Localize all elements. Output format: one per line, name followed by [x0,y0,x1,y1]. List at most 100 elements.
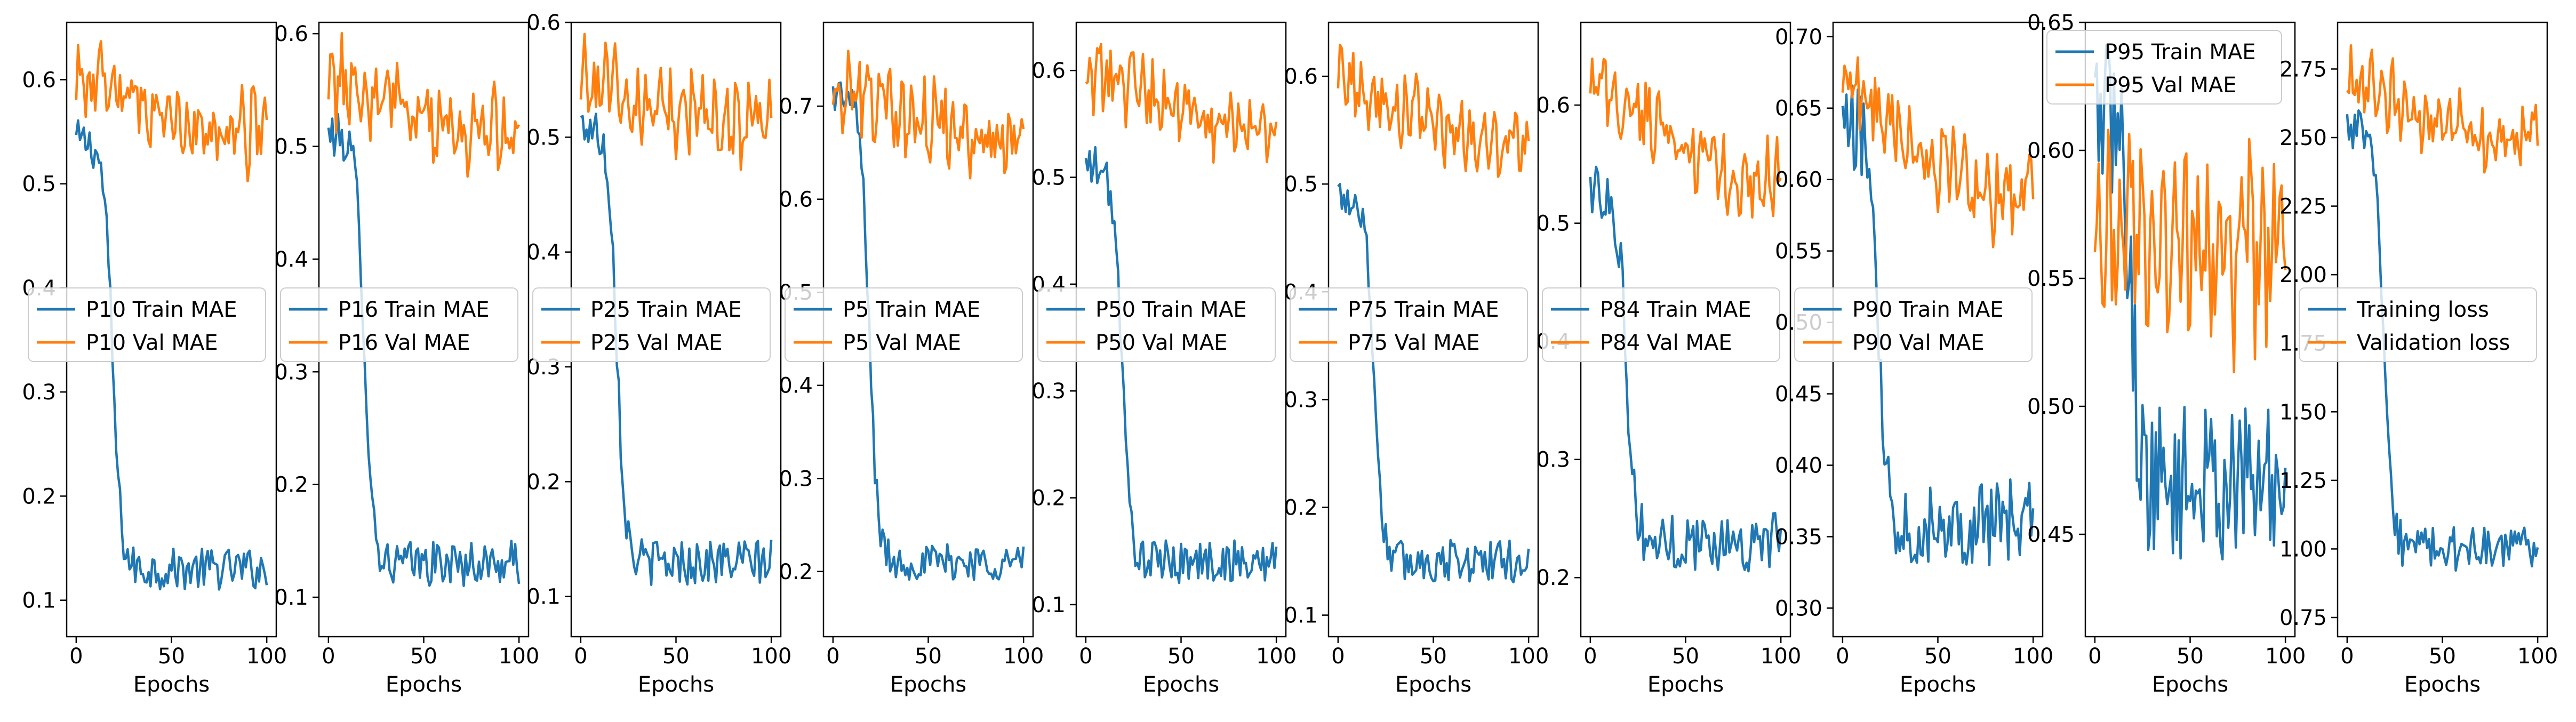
legend-label-val: Validation loss [2357,331,2510,355]
y-tick-label: 0.7 [779,94,813,119]
y-tick-label: 0.3 [1284,388,1318,412]
legend-label-train: P10 Train MAE [86,298,237,322]
y-tick-label: 0.2 [1536,566,1570,590]
legend: P90 Train MAE P90 Val MAE [1794,287,2033,362]
y-tick-label: 0.55 [2027,267,2075,291]
x-tick-label: 50 [1924,644,1951,669]
y-tick-label: 0.70 [1775,25,1822,50]
y-tick-label: 0.60 [1775,168,1822,192]
x-tick-label: 0 [826,644,839,669]
y-tick-label: 0.6 [274,22,308,46]
y-tick-label: 0.50 [2027,395,2075,419]
legend-label-val: P50 Val MAE [1095,331,1227,355]
x-tick-label: 0 [1079,644,1092,669]
legend-label-val: P10 Val MAE [86,331,218,355]
legend-label-val: P75 Val MAE [1348,331,1479,355]
y-tick-label: 0.2 [22,484,56,509]
y-tick-label: 0.5 [274,135,308,159]
x-tick-label: 0 [2088,644,2101,669]
y-tick-label: 0.1 [274,585,308,610]
val-line [1337,43,1530,178]
subplot-10: 0501000.751.001.251.501.752.002.252.502.… [2279,21,2558,697]
legend: P95 Train MAE P95 Val MAE [2046,30,2282,105]
y-tick-label: 0.75 [2279,606,2327,630]
val-line [831,50,1025,180]
train-line [327,113,521,587]
y-tick-label: 0.60 [2027,139,2075,163]
y-tick-label: 2.50 [2279,126,2327,150]
y-tick-label: 0.1 [1031,593,1066,617]
legend-label-val: P16 Val MAE [338,331,470,355]
subplot-2: 0 50 100 0.1 0.2 0.3 0.4 0.5 0.6 Epochs P16 Train … [274,21,539,697]
x-tick-label: 50 [1672,644,1699,669]
x-tick-label: 50 [915,644,942,669]
legend-label-train: P5 Train MAE [843,298,980,322]
y-tick-label: 0.2 [779,560,813,584]
y-tick-label: 2.00 [2279,263,2327,287]
legend-box [2046,30,2282,105]
legend-label-train: P84 Train MAE [1600,298,1751,322]
y-tick-label: 0.2 [526,470,561,494]
y-tick-label: 0.35 [1775,525,1822,549]
legend-box [1290,287,1528,362]
y-tick-label: 0.3 [1031,379,1066,404]
x-tick-label: 0 [1836,644,1849,669]
x-axis-label: Epochs [1900,672,1976,697]
x-tick-label: 50 [2429,644,2456,669]
y-tick-label: 0.65 [1775,97,1822,121]
legend-label-train: P50 Train MAE [1095,298,1247,322]
legend-box [1037,287,1276,362]
x-tick-label: 50 [410,644,437,669]
val-line [1085,43,1278,164]
legend: P16 Train MAE P16 Val MAE [280,287,518,362]
legend: P5 Train MAE P5 Val MAE [785,287,1023,362]
x-axis-label: Epochs [890,672,966,697]
legend: P10 Train MAE P10 Val MAE [28,287,266,362]
y-tick-label: 0.3 [22,380,56,405]
x-tick-label: 100 [751,644,791,669]
x-tick-label: 100 [246,644,287,669]
y-tick-label: 0.30 [1775,596,1822,621]
y-tick-label: 0.1 [1284,604,1318,628]
y-tick-label: 2.25 [2279,195,2327,219]
y-tick-label: 0.5 [1536,212,1570,236]
legend-label-train: P90 Train MAE [1852,298,2004,322]
val-line [2093,129,2287,374]
legend: P84 Train MAE P84 Val MAE [1542,287,1780,362]
y-tick-label: 0.40 [1775,454,1822,478]
y-tick-label: 0.3 [779,467,813,491]
legend-label-train: P16 Train MAE [338,298,490,322]
y-tick-label: 0.6 [22,68,56,92]
legend: Training loss Validation loss [2299,287,2537,362]
x-tick-label: 100 [1256,644,1297,669]
y-tick-label: 0.6 [779,188,813,212]
legend-box [2299,287,2537,362]
x-axis-label: Epochs [386,672,462,697]
y-tick-label: 2.75 [2279,57,2327,82]
legend-label-train: P75 Train MAE [1348,298,1499,322]
y-tick-label: 0.45 [1775,382,1822,407]
x-tick-label: 50 [1167,644,1195,669]
x-axis-label: Epochs [1647,672,1724,697]
train-line [1841,84,2035,567]
val-line [579,33,773,171]
x-tick-label: 100 [499,644,539,669]
legend-box [280,287,518,362]
legend-label-train: Training loss [2356,298,2489,322]
x-axis-label: Epochs [2152,672,2228,697]
legend-box [1794,287,2033,362]
train-line [1589,165,1782,573]
x-tick-label: 50 [1420,644,1447,669]
legend-label-train: P95 Train MAE [2105,40,2256,65]
x-axis-label: Epochs [1143,672,1219,697]
x-tick-label: 100 [1003,644,1044,669]
legend-box [28,287,266,362]
x-tick-label: 100 [1508,644,1549,669]
x-tick-label: 0 [2340,644,2354,669]
y-tick-label: 0.2 [1031,486,1066,511]
y-tick-label: 0.6 [526,11,561,35]
val-line [2346,44,2539,174]
